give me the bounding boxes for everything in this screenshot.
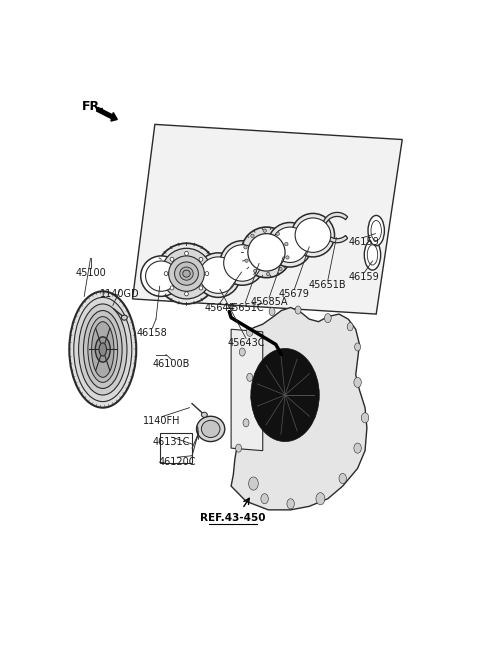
Text: 45100: 45100 [75,267,106,278]
Ellipse shape [175,262,198,285]
Ellipse shape [291,214,335,257]
Bar [160,433,192,463]
Ellipse shape [145,261,177,291]
Ellipse shape [164,271,168,276]
Ellipse shape [141,256,181,296]
Ellipse shape [202,420,220,438]
Ellipse shape [355,343,360,351]
Ellipse shape [367,245,378,265]
Text: 1140GD: 1140GD [100,289,140,299]
Ellipse shape [263,229,266,233]
Polygon shape [231,329,263,451]
Text: REF.43-450: REF.43-450 [200,513,266,523]
Ellipse shape [251,394,256,401]
Ellipse shape [269,307,275,315]
Ellipse shape [92,322,114,377]
Polygon shape [231,307,367,510]
Ellipse shape [199,258,203,261]
Text: 46131C: 46131C [153,436,190,447]
Text: 46158: 46158 [137,328,168,338]
Ellipse shape [96,337,110,362]
Text: 46120C: 46120C [158,457,196,467]
Ellipse shape [220,240,264,285]
Text: FR.: FR. [82,100,105,113]
Ellipse shape [251,348,319,442]
Text: 45644: 45644 [204,302,235,313]
Ellipse shape [180,267,193,280]
Ellipse shape [316,493,325,505]
Ellipse shape [276,232,279,235]
Ellipse shape [261,493,268,504]
Ellipse shape [205,271,209,276]
Ellipse shape [371,221,382,240]
Ellipse shape [368,215,384,246]
Ellipse shape [199,286,203,290]
Ellipse shape [236,444,241,452]
Ellipse shape [168,256,204,291]
Ellipse shape [185,292,188,296]
Text: 46159: 46159 [349,237,380,247]
Ellipse shape [200,257,237,293]
Ellipse shape [243,419,249,427]
Ellipse shape [244,246,247,249]
Ellipse shape [156,243,217,304]
Ellipse shape [324,313,331,323]
Ellipse shape [354,377,361,388]
Ellipse shape [249,477,258,490]
Ellipse shape [272,227,308,263]
Ellipse shape [196,253,240,298]
Ellipse shape [247,373,252,381]
Text: 45679: 45679 [279,289,310,299]
Ellipse shape [79,304,127,395]
Ellipse shape [74,298,132,401]
Ellipse shape [246,327,253,336]
Ellipse shape [121,315,127,320]
Polygon shape [322,212,348,242]
Ellipse shape [266,273,270,276]
Ellipse shape [202,412,207,417]
Ellipse shape [295,306,301,314]
Ellipse shape [286,256,289,259]
Ellipse shape [361,413,369,423]
Ellipse shape [241,227,292,278]
Ellipse shape [251,234,254,237]
Ellipse shape [183,270,190,277]
Text: 45651B: 45651B [309,280,347,290]
Ellipse shape [287,499,294,509]
Ellipse shape [279,267,282,271]
Ellipse shape [170,286,174,290]
Ellipse shape [196,417,225,442]
Text: 45643C: 45643C [227,338,265,348]
Ellipse shape [285,242,288,246]
Ellipse shape [295,218,331,252]
Ellipse shape [84,311,122,388]
Ellipse shape [339,474,347,484]
Ellipse shape [253,269,257,273]
FancyArrow shape [96,107,117,121]
Ellipse shape [245,259,248,262]
Ellipse shape [185,252,188,256]
Ellipse shape [347,323,353,330]
Ellipse shape [88,317,118,382]
Ellipse shape [69,291,136,407]
Ellipse shape [267,223,312,267]
Polygon shape [132,124,402,314]
Ellipse shape [161,248,212,299]
Text: 46159: 46159 [349,272,380,282]
Ellipse shape [240,348,245,356]
Ellipse shape [364,240,381,270]
Ellipse shape [354,443,361,453]
Ellipse shape [99,343,107,356]
Ellipse shape [224,245,261,281]
Ellipse shape [170,258,174,261]
Text: 46100B: 46100B [153,359,190,369]
Ellipse shape [248,234,285,271]
Text: 45685A: 45685A [250,298,288,307]
Text: 45651C: 45651C [227,302,264,313]
Text: 1140FH: 1140FH [143,417,180,426]
